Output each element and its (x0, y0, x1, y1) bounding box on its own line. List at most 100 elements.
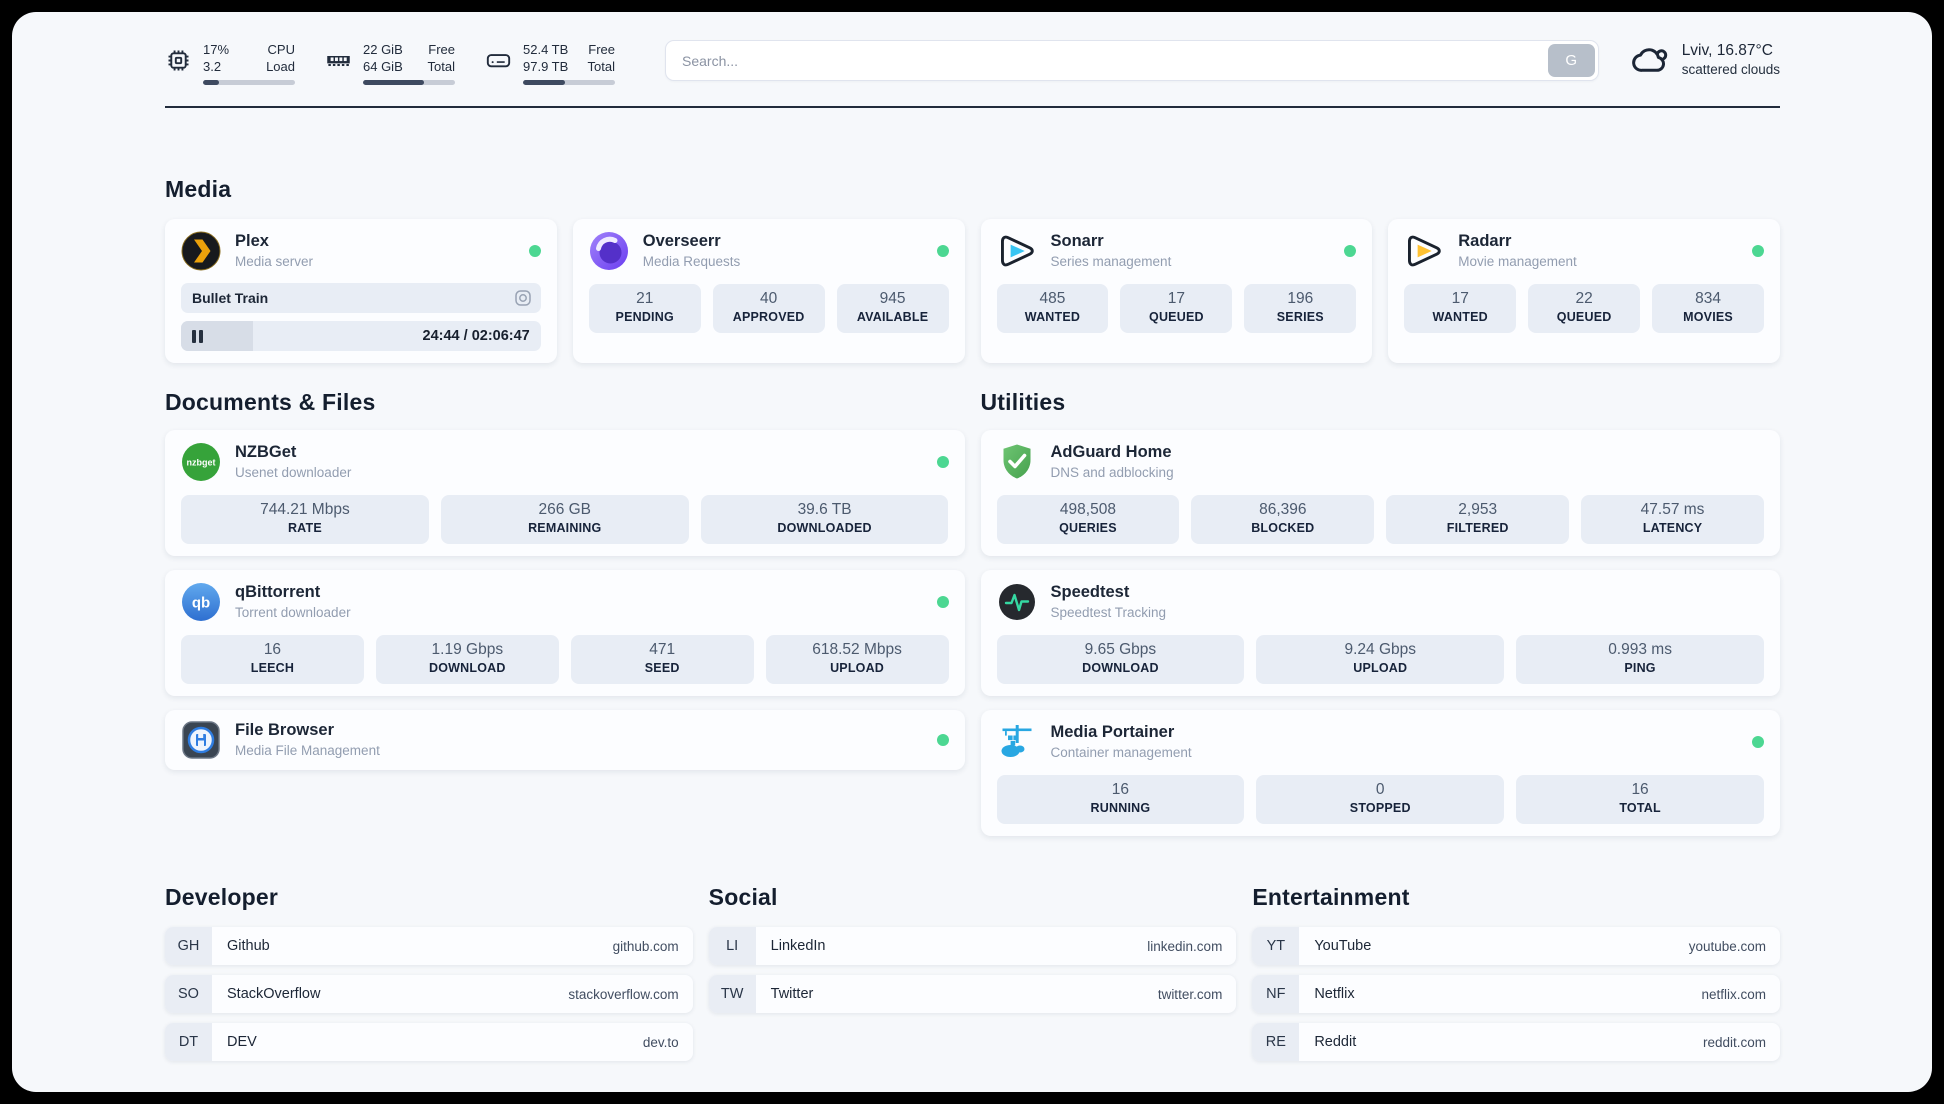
stat-approved: 40 APPROVED (712, 284, 825, 333)
memory-free-label: Free (428, 42, 455, 57)
bookmark-url: stackoverflow.com (568, 986, 679, 1002)
status-dot (936, 245, 949, 257)
stat-queued: 17 QUEUED (1120, 284, 1233, 333)
speedtest-icon (997, 582, 1037, 622)
app-card-radarr[interactable]: Radarr Movie management 17 WANTED 22 QUEUE… (1388, 219, 1780, 363)
stat-downloaded: 39.6 TB DOWNLOADED (700, 495, 949, 544)
memory-total-value: 64 GiB (363, 58, 403, 74)
app-card-nzbget[interactable]: nzbget NZBGet Usenet downloader 744.21 M… (165, 430, 965, 556)
storage-free-value: 52.4 TB (523, 42, 569, 57)
stat-queued: 22 QUEUED (1528, 284, 1641, 333)
bookmark-dev[interactable]: DT DEV dev.to (165, 1023, 693, 1061)
header-divider (165, 106, 1780, 108)
bookmark-badge: RE (1252, 1023, 1300, 1061)
bookmark-netflix[interactable]: NF Netflix netflix.com (1252, 975, 1780, 1013)
bookmark-badge: DT (165, 1023, 212, 1061)
bookmark-url: dev.to (642, 1034, 679, 1050)
pause-icon[interactable] (192, 329, 203, 343)
memory-progress-fill (363, 80, 424, 85)
storage-widget: 52.4 TB Free 97.9 TB Total (485, 42, 615, 85)
stat-movies: 834 MOVIES (1652, 284, 1765, 333)
bookmark-stackoverflow[interactable]: SO StackOverflow stackoverflow.com (165, 975, 693, 1013)
bookmark-badge: NF (1252, 975, 1300, 1013)
bookmark-url: github.com (612, 938, 679, 954)
bookmark-name: Netflix (1314, 986, 1355, 1002)
bookmark-twitter[interactable]: TW Twitter twitter.com (708, 975, 1237, 1013)
svg-text:nzbget: nzbget (187, 458, 216, 468)
stat-pending: 21 PENDING (588, 284, 701, 333)
stat-rate: 744.21 Mbps RATE (181, 495, 429, 544)
bookmark-name: YouTube (1314, 938, 1372, 954)
app-description: Series management (1050, 254, 1172, 269)
memory-free-value: 22 GiB (363, 42, 403, 57)
sonarr-icon (997, 231, 1037, 271)
bookmark-name: Reddit (1314, 1034, 1357, 1050)
app-description: DNS and adblocking (1050, 465, 1174, 480)
filebrowser-icon (181, 720, 221, 760)
top-bar: 17% CPU 3.2 Load 22 GiB Free (165, 40, 1780, 85)
session-screen-icon[interactable] (514, 289, 532, 307)
qbittorrent-icon: qb (181, 582, 221, 622)
bookmark-url: twitter.com (1157, 986, 1223, 1002)
app-card-filebrowser[interactable]: File Browser Media File Management (165, 710, 965, 770)
section-title-media: Media (165, 176, 232, 202)
bookmark-linkedin[interactable]: LI LinkedIn linkedin.com (708, 927, 1237, 965)
stat-seed: 471 SEED (570, 635, 754, 684)
app-description: Speedtest Tracking (1050, 605, 1167, 620)
status-dot (936, 456, 949, 468)
app-card-overseerr[interactable]: Overseerr Media Requests 21 PENDING 40 APP… (572, 219, 965, 363)
status-dot (1752, 736, 1764, 748)
stat-filtered: 2,953 FILTERED (1386, 495, 1570, 544)
stat-latency: 47.57 ms LATENCY (1581, 495, 1764, 544)
storage-progress-fill (523, 80, 566, 85)
cpu-widget: 17% CPU 3.2 Load (165, 42, 295, 85)
stat-ping: 0.993 ms PING (1516, 635, 1764, 684)
weather-condition: scattered clouds (1681, 62, 1780, 77)
disk-icon (486, 54, 511, 68)
overseerr-icon (589, 231, 629, 271)
bookmark-youtube[interactable]: YT YouTube youtube.com (1252, 927, 1780, 965)
stat-running: 16 RUNNING (996, 775, 1245, 824)
cpu-load-label: Load (266, 58, 295, 74)
bookmark-reddit[interactable]: RE Reddit reddit.com (1252, 1023, 1780, 1061)
stat-series: 196 SERIES (1244, 284, 1357, 333)
section-title-developer: Developer (165, 884, 279, 910)
cloud-icon (1631, 48, 1667, 72)
nzbget-icon: nzbget (181, 442, 221, 482)
cpu-usage-value: 17% (203, 42, 230, 57)
memory-widget: 22 GiB Free 64 GiB Total (325, 42, 455, 85)
stat-upload: 9.24 Gbps UPLOAD (1256, 635, 1505, 684)
storage-progress-track (523, 80, 615, 85)
status-dot (936, 596, 949, 608)
cpu-icon (168, 50, 189, 71)
stat-total: 16 TOTAL (1516, 775, 1764, 824)
app-card-portainer[interactable]: Media Portainer Container management 16 R… (980, 710, 1780, 836)
app-name: Plex (235, 232, 269, 250)
stat-blocked: 86,396 BLOCKED (1191, 495, 1375, 544)
bookmark-url: reddit.com (1702, 1034, 1766, 1050)
app-card-sonarr[interactable]: Sonarr Series management 485 WANTED 17 QUE… (980, 219, 1373, 363)
app-card-plex[interactable]: Plex Media server Bullet Train (165, 219, 557, 363)
status-dot (1752, 245, 1764, 257)
section-title-entertainment: Entertainment (1252, 884, 1410, 910)
app-description: Usenet downloader (235, 465, 352, 480)
radarr-icon (1404, 231, 1444, 271)
playback-time: 24:44 / 02:06:47 (422, 328, 530, 344)
app-name: qBittorrent (235, 583, 321, 601)
stat-available: 945 AVAILABLE (836, 284, 949, 333)
search-input[interactable] (665, 40, 1599, 81)
app-description: Media server (235, 254, 314, 269)
search-engine-button[interactable]: G (1547, 44, 1595, 77)
stat-remaining: 266 GB REMAINING (440, 495, 689, 544)
bookmark-github[interactable]: GH Github github.com (165, 927, 693, 965)
bookmark-name: Github (227, 938, 270, 954)
bookmark-name: StackOverflow (227, 986, 321, 1002)
ram-icon (327, 56, 350, 67)
storage-total-value: 97.9 TB (523, 58, 569, 74)
stat-stopped: 0 STOPPED (1256, 775, 1505, 824)
app-description: Container management (1050, 745, 1192, 760)
app-card-qbittorrent[interactable]: qb qBittorrent Torrent downloader 16 LEEC… (165, 570, 965, 696)
app-card-adguard[interactable]: AdGuard Home DNS and adblocking 498,508 Q… (980, 430, 1780, 556)
app-card-speedtest[interactable]: Speedtest Speedtest Tracking 9.65 Gbps DO… (980, 570, 1780, 696)
app-name: NZBGet (235, 443, 297, 461)
